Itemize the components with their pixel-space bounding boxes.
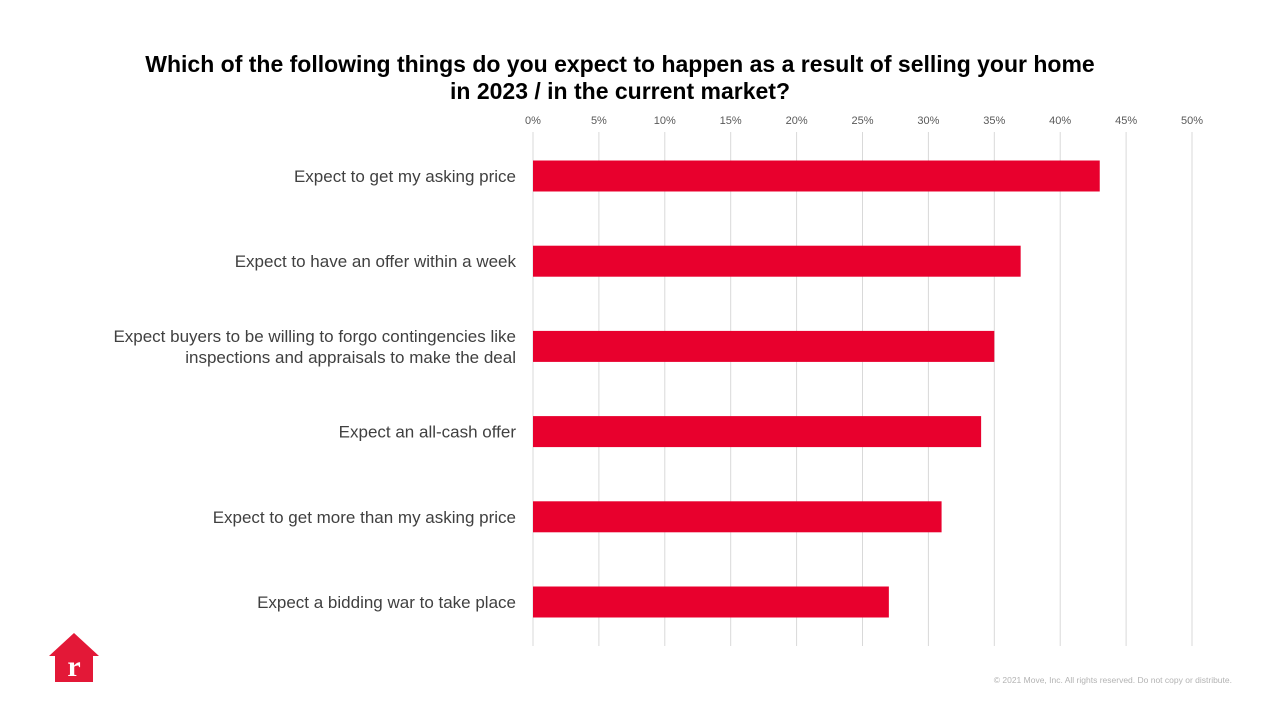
- bar: [533, 416, 982, 448]
- category-labels: Expect to get my asking price Expect to h…: [113, 167, 516, 612]
- category-label: Expect buyers to be willing to forgo con…: [113, 327, 516, 367]
- copyright-notice: © 2021 Move, Inc. All rights reserved. D…: [993, 675, 1232, 685]
- x-tick-label: 10%: [654, 115, 676, 127]
- x-tick-label: 40%: [1049, 115, 1071, 127]
- category-label: Expect an all-cash offer: [339, 423, 517, 442]
- category-label: Expect to get more than my asking price: [213, 508, 516, 527]
- x-tick-label: 35%: [983, 115, 1005, 127]
- gridlines: [532, 132, 1193, 646]
- bar: [533, 160, 1100, 192]
- x-axis-ticks: 0% 5% 10% 15% 20% 25% 30% 35% 40% 45% 50%: [525, 115, 1203, 127]
- x-tick-label: 20%: [786, 115, 808, 127]
- bar: [533, 586, 889, 618]
- category-label: Expect a bidding war to take place: [257, 593, 516, 612]
- x-tick-label: 5%: [591, 115, 607, 127]
- bar: [533, 330, 995, 362]
- x-tick-label: 15%: [720, 115, 742, 127]
- x-tick-label: 45%: [1115, 115, 1137, 127]
- x-tick-label: 50%: [1181, 115, 1203, 127]
- x-tick-label: 25%: [851, 115, 873, 127]
- bar: [533, 245, 1021, 277]
- bar: [533, 501, 942, 533]
- category-label: Expect to get my asking price: [294, 167, 516, 186]
- logo-letter: r: [67, 650, 80, 683]
- x-tick-label: 30%: [917, 115, 939, 127]
- x-tick-label: 0%: [525, 115, 541, 127]
- chart-title: Which of the following things do you exp…: [145, 51, 1095, 104]
- house-r-logo-icon: r: [48, 632, 100, 689]
- category-label: Expect to have an offer within a week: [235, 252, 517, 271]
- bars: [533, 160, 1100, 618]
